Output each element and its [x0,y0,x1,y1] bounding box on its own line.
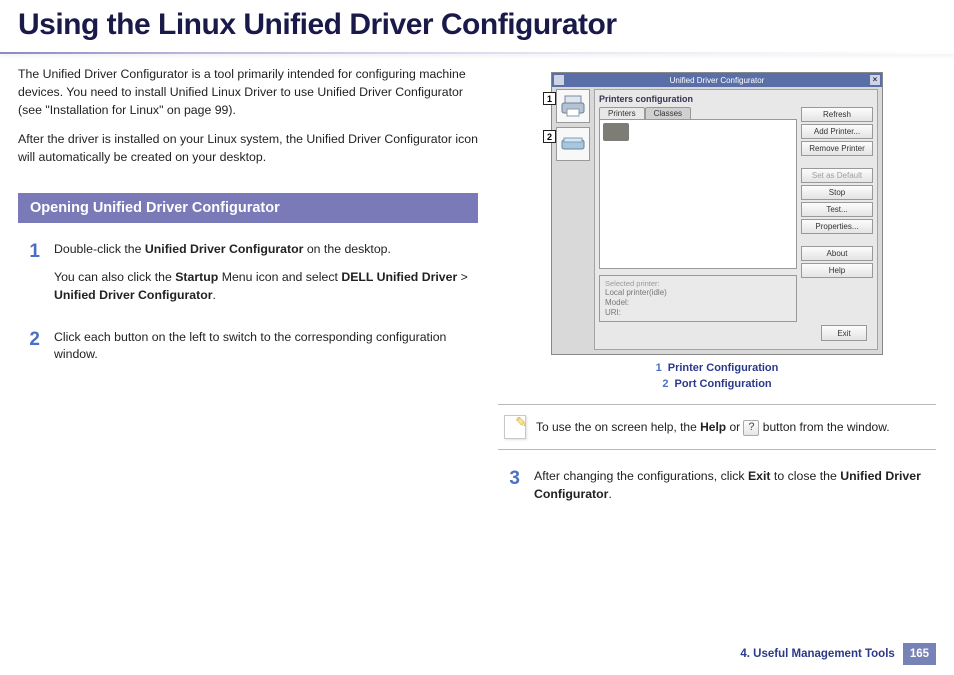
step-2-text: Click each button on the left to switch … [54,329,478,365]
footer-page-number: 165 [903,643,936,665]
text: to close the [771,469,841,483]
selected-printer-line: Model: [605,298,791,308]
left-column: The Unified Driver Configurator is a too… [18,66,478,528]
printer-icon [560,95,586,117]
system-menu-icon [554,75,564,85]
bold: DELL Unified Driver [341,270,457,284]
bold: Help [700,420,726,434]
text: . [608,487,611,501]
step-2: 2 Click each button on the left to switc… [18,329,478,375]
text: button from the window. [759,420,889,434]
printer-thumb-icon [603,123,629,141]
tab-classes: Classes [645,107,691,119]
text: or [726,420,743,434]
text: . [213,288,216,302]
help-button: Help [801,263,873,278]
text: Menu icon and select [218,270,341,284]
shot-main-panel: Printers configuration Printers Classes [594,89,878,350]
title-rule [0,52,954,54]
selected-printer-header: Selected printer: [605,279,791,288]
text: Double-click the [54,242,145,256]
callout-badge-2: 2 [543,130,556,143]
note-text: To use the on screen help, the Help or ?… [536,419,890,436]
selected-printer-line: Local printer(idle) [605,288,791,298]
section-heading: Opening Unified Driver Configurator [18,193,478,223]
selected-printer-line: URI: [605,308,791,318]
help-question-icon: ? [743,420,759,436]
add-printer-button: Add Printer... [801,124,873,139]
step-number: 3 [498,468,520,514]
intro-block: The Unified Driver Configurator is a too… [18,66,478,167]
shot-tabs: Printers Classes [599,107,797,119]
legend-num: 2 [662,378,668,390]
text: on the desktop. [303,242,391,256]
shot-body: 1 2 [552,87,882,354]
right-column: Unified Driver Configurator × 1 2 [498,66,936,528]
properties-button: Properties... [801,219,873,234]
text: > [457,270,468,284]
intro-paragraph-2: After the driver is installed on your Li… [18,131,478,167]
scanner-icon [560,136,586,152]
intro-paragraph-1: The Unified Driver Configurator is a too… [18,66,478,119]
step-body: Click each button on the left to switch … [54,329,478,375]
stop-button: Stop [801,185,873,200]
step-1-line-a: Double-click the Unified Driver Configur… [54,241,478,259]
callout-badge-1: 1 [543,92,556,105]
set-default-button: Set as Default [801,168,873,183]
shot-footer: Exit [599,322,873,345]
step-3-text: After changing the configurations, click… [534,468,936,504]
content-columns: The Unified Driver Configurator is a too… [0,60,954,528]
step-1-line-b: You can also click the Startup Menu icon… [54,269,478,305]
about-button: About [801,246,873,261]
page-title: Using the Linux Unified Driver Configura… [0,0,954,52]
step-body: Double-click the Unified Driver Configur… [54,241,478,314]
legend-label: Printer Configuration [668,362,779,374]
screenshot-legend: 1 Printer Configuration 2 Port Configurati… [498,361,936,392]
tab-printers: Printers [599,107,645,119]
shot-subtitle: Printers configuration [599,94,873,104]
footer-chapter: 4. Useful Management Tools [740,648,894,660]
port-config-icon: 2 [556,127,590,161]
bold: Unified Driver Configurator [54,288,213,302]
text: To use the on screen help, the [536,420,700,434]
step-number: 1 [18,241,40,314]
legend-label: Port Configuration [674,378,771,390]
bold: Exit [748,469,771,483]
shot-button-column: Refresh Add Printer... Remove Printer Se… [801,107,873,322]
step-3: 3 After changing the configurations, cli… [498,468,936,514]
close-icon: × [870,75,880,85]
note-box: To use the on screen help, the Help or ?… [498,404,936,450]
refresh-button: Refresh [801,107,873,122]
printer-list-item [603,123,793,141]
exit-button: Exit [821,325,867,341]
printer-config-icon: 1 [556,89,590,123]
shot-list-area: Printers Classes Selected printer: Loca [599,107,797,322]
shot-title: Unified Driver Configurator [670,76,765,85]
legend-num: 1 [656,362,662,374]
shot-panel: Printers Classes Selected printer: Loca [599,107,873,322]
shot-titlebar: Unified Driver Configurator × [552,73,882,87]
selected-printer-box: Selected printer: Local printer(idle) Mo… [599,275,797,322]
text: After changing the configurations, click [534,469,748,483]
test-button: Test... [801,202,873,217]
bold: Startup [175,270,218,284]
screenshot-mock: Unified Driver Configurator × 1 2 [551,72,883,355]
step-1: 1 Double-click the Unified Driver Config… [18,241,478,314]
step-number: 2 [18,329,40,375]
bold: Unified Driver Configurator [145,242,304,256]
shot-icon-column: 1 2 [556,89,590,350]
text: You can also click the [54,270,175,284]
step-body: After changing the configurations, click… [534,468,936,514]
remove-printer-button: Remove Printer [801,141,873,156]
page-footer: 4. Useful Management Tools 165 [740,643,936,665]
legend-item-1: 1 Printer Configuration [498,361,936,376]
printer-listbox [599,119,797,269]
note-icon [504,415,526,439]
legend-item-2: 2 Port Configuration [498,377,936,392]
